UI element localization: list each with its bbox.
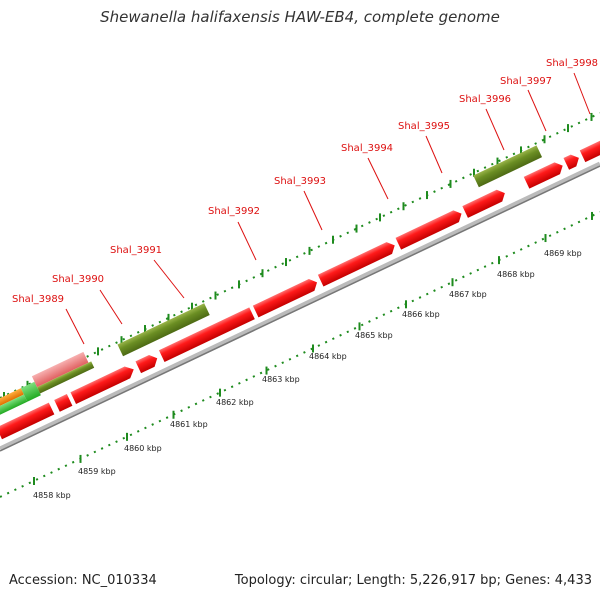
- gene-shal-3991b-body[interactable]: [135, 352, 160, 374]
- gene-shal-3990-body[interactable]: [54, 394, 73, 412]
- gene-label-shal-3993[interactable]: Shal_3993: [274, 176, 326, 187]
- gene-shal-3993-body[interactable]: [252, 276, 320, 318]
- gene-label-shal-3995[interactable]: Shal_3995: [398, 121, 450, 132]
- gene-pink[interactable]: [31, 351, 89, 388]
- gene-shal-3989-body[interactable]: [0, 402, 55, 440]
- gene-label-shal-3998[interactable]: Shal_3998: [546, 58, 598, 69]
- scale-label-4862: 4862 kbp: [216, 398, 254, 407]
- genome-backbone-edge: [0, 165, 600, 452]
- genome-backbone: [0, 161, 600, 452]
- upper-tick-track: [0, 112, 600, 399]
- accession-text: Accession: NC_010334: [9, 573, 157, 588]
- scale-label-4858: 4858 kbp: [33, 491, 71, 500]
- gene-label-shal-3990[interactable]: Shal_3990: [52, 274, 104, 285]
- gene-shal-3997-body[interactable]: [523, 160, 566, 189]
- scale-label-4869: 4869 kbp: [544, 249, 582, 258]
- gene-label-pointers: [65, 72, 591, 345]
- gene-green-small[interactable]: [20, 381, 41, 402]
- gene-olive-shal-3996[interactable]: [473, 145, 543, 188]
- scale-label-4868: 4868 kbp: [497, 270, 535, 279]
- gene-orange-left[interactable]: [0, 388, 24, 419]
- gene-label-shal-3994[interactable]: Shal_3994: [341, 143, 393, 154]
- scale-label-4866: 4866 kbp: [402, 310, 440, 319]
- scale-label-4867: 4867 kbp: [449, 290, 487, 299]
- gene-shal-3992-body[interactable]: [158, 307, 255, 362]
- gene-shal-3998-body[interactable]: [579, 133, 600, 163]
- scale-label-4865: 4865 kbp: [355, 331, 393, 340]
- scale-label-4861: 4861 kbp: [170, 420, 208, 429]
- genome-info-text: Topology: circular; Length: 5,226,917 bp…: [234, 573, 592, 588]
- gene-shal-3995-body[interactable]: [395, 208, 465, 250]
- gene-shal-3991-body[interactable]: [70, 364, 136, 405]
- gene-label-shal-3996[interactable]: Shal_3996: [459, 94, 511, 105]
- gene-label-shal-3992[interactable]: Shal_3992: [208, 206, 260, 217]
- scale-label-4863: 4863 kbp: [262, 375, 300, 384]
- gene-shal-3994-body[interactable]: [317, 240, 398, 287]
- gene-shal-3996-body[interactable]: [462, 187, 507, 218]
- scale-major-ticks: [33, 211, 593, 485]
- gene-olive-shal-3991[interactable]: [117, 303, 210, 357]
- gene-olive-small[interactable]: [37, 361, 95, 394]
- gene-label-shal-3991[interactable]: Shal_3991: [110, 245, 162, 256]
- scale-label-4864: 4864 kbp: [309, 352, 347, 361]
- scale-tick-track: [0, 211, 600, 498]
- map-title: Shewanella halifaxensis HAW-EB4, complet…: [100, 8, 500, 26]
- gene-label-shal-3997[interactable]: Shal_3997: [500, 76, 552, 87]
- gene-label-shal-3989[interactable]: Shal_3989: [12, 294, 64, 305]
- gene-shal-3997b-body[interactable]: [563, 152, 581, 170]
- gene-green-left[interactable]: [0, 394, 28, 426]
- scale-label-4859: 4859 kbp: [78, 467, 116, 476]
- scale-label-4860: 4860 kbp: [124, 444, 162, 453]
